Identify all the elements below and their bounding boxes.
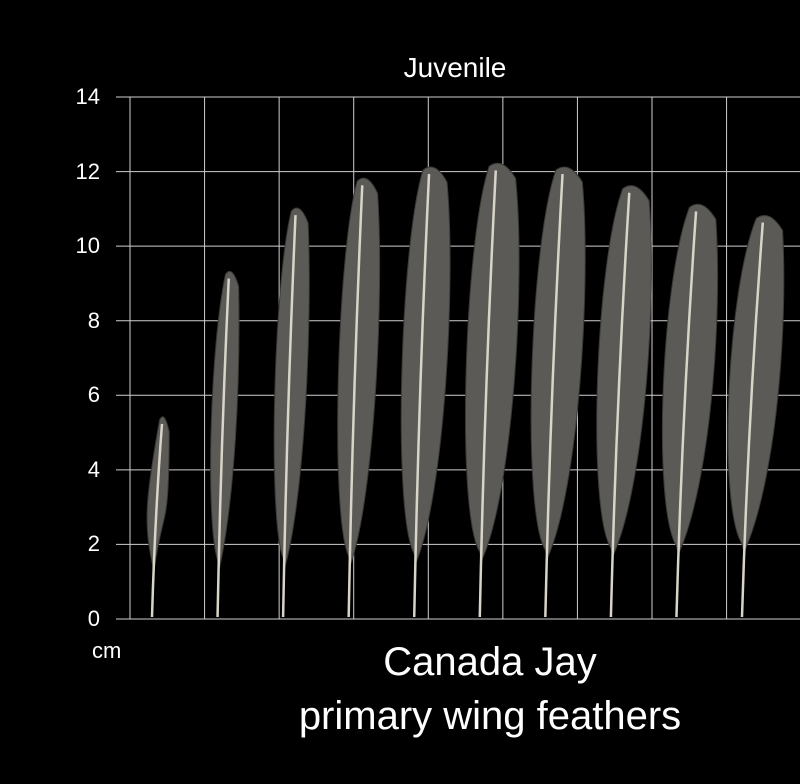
y-tick-label: 8 (87, 307, 100, 333)
feather-3 (273, 207, 310, 618)
feather-vane-5 (400, 166, 451, 564)
feather-vane-8 (596, 185, 652, 558)
feather-7 (530, 166, 586, 618)
y-tick-label: 6 (87, 382, 100, 408)
feather-shaft-2 (216, 278, 231, 618)
feather-vane-7 (530, 166, 586, 560)
feather-shaft-9 (675, 211, 698, 618)
axis-unit-label: cm (92, 638, 122, 663)
feather-shaft-4 (347, 185, 364, 618)
feather-shaft-10 (740, 222, 765, 618)
caption-species: Canada Jay (383, 640, 597, 684)
panel-title: Juvenile (403, 52, 507, 83)
y-tick-label: 10 (75, 233, 100, 259)
y-tick-label: 14 (75, 84, 100, 109)
feather-shaft-6 (478, 170, 498, 618)
caption-subject: primary wing feathers (298, 694, 682, 738)
feather-shaft-1 (150, 423, 164, 618)
feather-row (146, 162, 785, 618)
feather-vane-6 (464, 162, 520, 562)
feather-8 (596, 185, 652, 618)
y-tick-label: 4 (87, 456, 100, 482)
y-tick-label: 0 (87, 606, 100, 631)
y-tick-label: 2 (87, 531, 100, 557)
feather-2 (210, 271, 240, 618)
feather-shaft-5 (412, 174, 431, 618)
feather-shaft-8 (609, 192, 631, 618)
feather-10 (727, 215, 785, 618)
feather-vane-3 (273, 207, 310, 568)
feather-1 (146, 416, 170, 618)
y-tick-label: 12 (75, 158, 100, 184)
feather-vane-9 (661, 203, 719, 556)
feather-9 (661, 203, 719, 618)
feather-shaft-7 (544, 174, 564, 618)
feather-vane-10 (727, 215, 785, 554)
feather-vane-2 (210, 271, 240, 569)
feather-6 (464, 162, 520, 618)
feather-4 (337, 177, 381, 618)
feather-vane-4 (337, 177, 381, 566)
feather-shaft-3 (281, 215, 297, 618)
feather-5 (400, 166, 451, 618)
